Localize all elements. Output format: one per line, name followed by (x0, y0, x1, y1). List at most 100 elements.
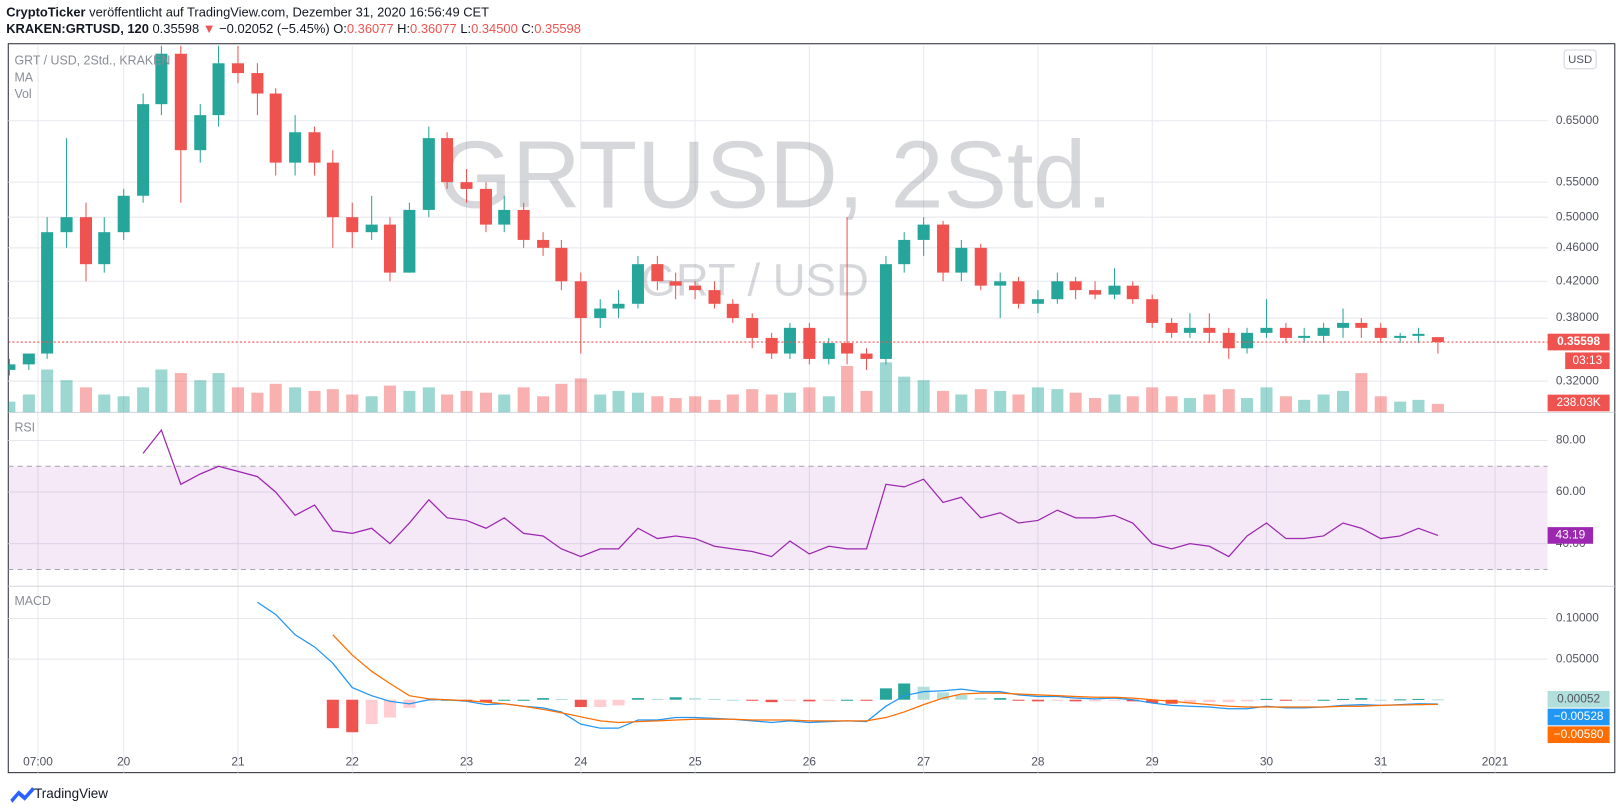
candle-body (669, 281, 682, 286)
last-price-tag (1547, 333, 1610, 351)
candle-body (383, 224, 396, 273)
histogram-bar (651, 698, 664, 700)
volume-bar (326, 389, 339, 413)
axes: 07:00 20 21 22 23 24 25 26 27 28 29 30 31 20210.32000… (23, 113, 1610, 768)
volume-bar (1165, 396, 1178, 413)
volume-bar (917, 380, 930, 413)
candle-body (537, 239, 550, 248)
histogram-bar (594, 699, 607, 708)
histogram-bar (574, 699, 587, 708)
volume-bar (1031, 387, 1044, 413)
close: 0.35598 (534, 22, 581, 37)
volume-bar (1260, 387, 1273, 413)
volume-bar (460, 390, 473, 413)
volume-bar (1355, 373, 1368, 413)
volume-bar (822, 396, 835, 413)
currency[interactable]: USD (1568, 54, 1592, 66)
candle-body (365, 224, 378, 233)
candle-body (937, 224, 950, 273)
candle-body (346, 217, 359, 233)
candle-body (1051, 281, 1064, 300)
candle-body (917, 224, 930, 240)
histogram-bar (1337, 698, 1350, 700)
histogram-bar (1431, 699, 1444, 701)
open: 0.36077 (347, 22, 394, 37)
candle-body (765, 337, 778, 354)
histogram-bar (1222, 699, 1235, 703)
currency-button[interactable] (1563, 49, 1597, 70)
symbol-line: KRAKEN:GRTUSD, 120 0.35598 ▼ −0.02052 (−… (6, 22, 581, 37)
histogram-bar (498, 699, 511, 701)
candle-body (1069, 281, 1082, 291)
candle-body (1298, 335, 1311, 338)
candle-body (1165, 322, 1178, 333)
x-tick-label: 24 (574, 754, 588, 768)
last-price-label: 0.35598 (1557, 334, 1600, 348)
brand: TradingView (34, 786, 108, 801)
volume-bar (1089, 398, 1102, 413)
candle-body (574, 281, 587, 319)
volume-bar (1183, 398, 1196, 413)
y-tick-label: 0.42000 (1556, 273, 1599, 287)
close-label: C: (521, 22, 534, 37)
signal-line (332, 634, 1438, 724)
histogram-bar (1355, 698, 1368, 700)
histogram-bar (1031, 699, 1044, 702)
candle-body (251, 73, 264, 94)
volume-bar (1069, 392, 1082, 413)
candle-body (460, 182, 473, 189)
volume-bar (383, 385, 396, 413)
histogram-bar (803, 699, 816, 702)
histogram-bar (726, 699, 739, 701)
candle-body (594, 308, 607, 319)
candle-body (326, 162, 339, 218)
candle-body (1241, 332, 1254, 349)
volume-bar (1203, 394, 1216, 413)
volume-bar (631, 392, 644, 413)
histogram-bar (974, 698, 987, 700)
histogram-tag (1547, 690, 1610, 708)
candle-body (79, 217, 93, 265)
volume-bar (498, 394, 511, 413)
volume-bar (594, 394, 607, 413)
change: −0.02052 (−5.45%) (219, 22, 330, 37)
histogram-bar (1069, 699, 1082, 702)
histogram-bar (479, 699, 492, 703)
histogram-bar (612, 699, 625, 706)
x-tick-label: 27 (917, 754, 931, 768)
volume-bar (612, 390, 625, 413)
histogram-bar (1126, 699, 1139, 702)
rsi-pane (8, 428, 1548, 570)
y-tick-label: 0.46000 (1556, 240, 1599, 254)
countdown: 03:13 (1573, 353, 1603, 367)
low-label: L: (460, 22, 471, 37)
candle-body (1012, 281, 1025, 304)
volume-bar (517, 387, 530, 413)
histogram-bar (1203, 699, 1216, 703)
candle-body (60, 217, 73, 233)
histogram-bar (879, 688, 892, 700)
volume-bar (860, 390, 873, 413)
histogram-bar (765, 699, 778, 703)
candle-body (212, 63, 225, 116)
histogram-bar (1108, 699, 1121, 701)
candle-body (441, 138, 454, 183)
histogram-bar (669, 697, 682, 700)
volume-bar (1222, 389, 1235, 413)
volume-bar (1374, 396, 1387, 413)
y-tick-label: 0.65000 (1556, 113, 1599, 127)
volume-bar (746, 389, 759, 413)
last: 0.35598 (153, 22, 200, 37)
candle-body (479, 188, 492, 225)
histogram-bar (1394, 699, 1407, 701)
volume-bar (555, 383, 568, 413)
watermark: GRTUSD, 2Std. (438, 122, 1113, 228)
candle-body (194, 115, 207, 151)
volume-bar (726, 394, 739, 413)
pane-title: RSI (14, 420, 35, 434)
y-tick-label: 0.10000 (1556, 611, 1599, 625)
change-arrow: ▼ (203, 22, 216, 37)
volume-bar (574, 378, 587, 413)
candle-body (1183, 327, 1196, 333)
volume-bar (174, 373, 187, 413)
